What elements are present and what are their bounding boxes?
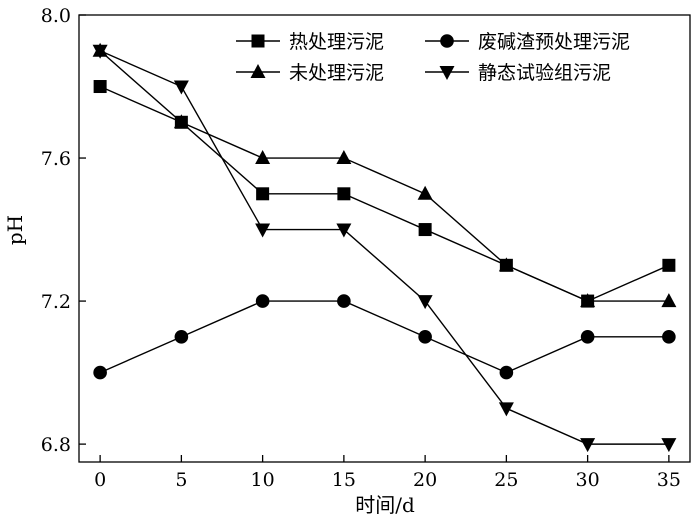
x-tick-label: 5 xyxy=(175,469,187,491)
y-axis-label: pH xyxy=(3,215,27,245)
series-1 xyxy=(93,80,676,308)
data-point xyxy=(255,150,271,165)
legend-item: 废碱渣预处理污泥 xyxy=(425,31,630,53)
series-2 xyxy=(93,294,676,380)
y-tick-label: 6.8 xyxy=(41,434,71,456)
legend-marker xyxy=(250,64,266,78)
data-point xyxy=(418,330,432,344)
data-point xyxy=(336,150,352,165)
plot-frame xyxy=(78,14,691,463)
data-point xyxy=(173,114,189,129)
data-point xyxy=(92,44,108,59)
data-point xyxy=(662,258,676,272)
series-4 xyxy=(92,44,677,453)
data-point xyxy=(661,438,677,453)
series-line xyxy=(99,300,669,374)
y-tick-label: 7.2 xyxy=(41,291,71,313)
data-point xyxy=(173,80,189,95)
legend-marker xyxy=(251,34,265,48)
series-line xyxy=(99,50,669,302)
legend-label: 热处理污泥 xyxy=(289,31,384,53)
data-point xyxy=(580,293,596,308)
data-point xyxy=(580,438,596,453)
x-tick-label: 35 xyxy=(657,469,681,491)
x-tick-label: 20 xyxy=(413,469,437,491)
data-point xyxy=(336,223,352,238)
data-point xyxy=(417,185,433,200)
data-point xyxy=(417,295,433,310)
legend-item: 热处理污泥 xyxy=(236,31,384,53)
data-point xyxy=(661,293,677,308)
data-point xyxy=(174,330,189,344)
data-point xyxy=(580,330,595,344)
data-point xyxy=(498,257,514,272)
series-3 xyxy=(92,42,677,308)
data-point xyxy=(255,223,271,238)
legend-item: 静态试验组污泥 xyxy=(425,62,611,84)
data-point xyxy=(255,294,270,308)
y-tick-label: 7.6 xyxy=(41,148,71,170)
data-point xyxy=(337,187,351,201)
x-tick-label: 25 xyxy=(494,469,518,491)
legend-marker xyxy=(439,66,455,80)
data-point xyxy=(256,187,270,201)
data-point xyxy=(93,365,107,380)
series-line xyxy=(99,50,669,445)
tick-labels: 0 5 10 15 20 25 30 35 6.8 7.2 7.6 8.0 xyxy=(41,5,681,491)
legend-item: 未处理污泥 xyxy=(236,62,384,84)
legend-label: 废碱渣预处理污泥 xyxy=(478,31,630,53)
x-tick-label: 30 xyxy=(576,469,600,491)
data-point xyxy=(337,294,351,308)
y-tick-label: 8.0 xyxy=(41,5,71,27)
data-point xyxy=(418,223,432,237)
x-axis-label: 时间/d xyxy=(355,493,415,517)
series-lines xyxy=(92,42,677,453)
legend-marker xyxy=(440,34,454,48)
data-point xyxy=(662,330,676,344)
legend-label: 未处理污泥 xyxy=(289,62,384,84)
x-tick-label: 10 xyxy=(251,469,275,491)
tick-marks xyxy=(79,14,670,462)
legend-label: 静态试验组污泥 xyxy=(478,62,611,84)
data-point xyxy=(93,80,107,94)
data-point xyxy=(498,402,514,417)
x-tick-label: 15 xyxy=(332,469,356,491)
data-point xyxy=(499,365,514,380)
x-tick-label: 0 xyxy=(94,469,106,491)
